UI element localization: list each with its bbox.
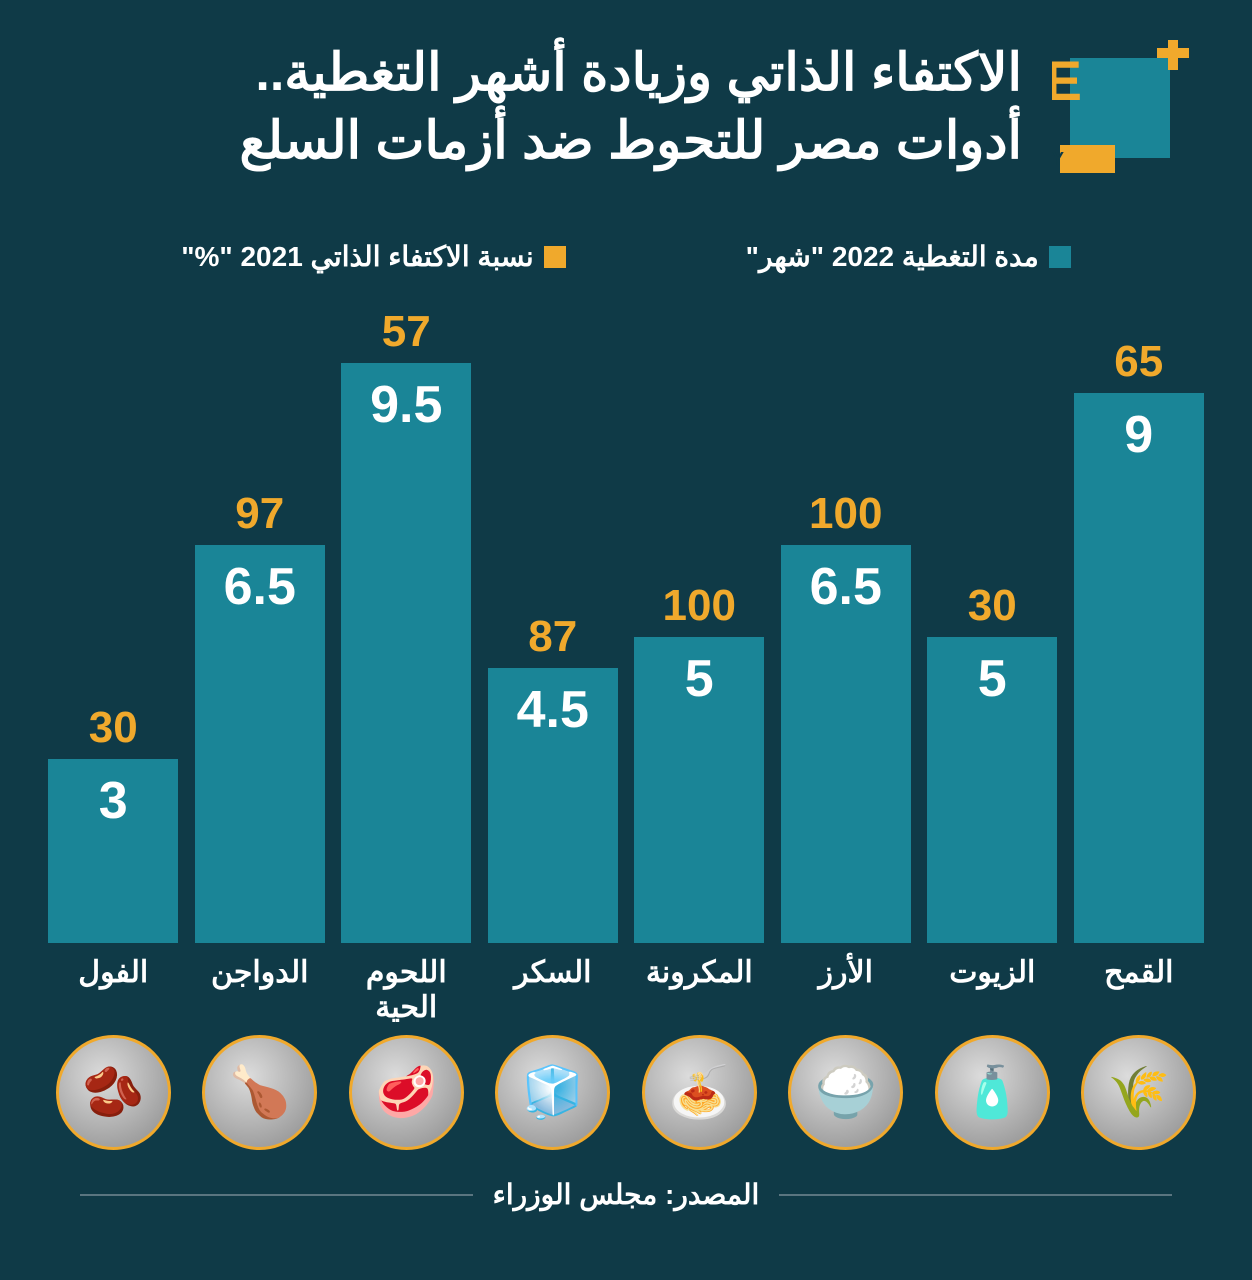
wheat-icon: 🌾	[1081, 1035, 1196, 1150]
pasta-icon: 🍝	[642, 1035, 757, 1150]
source-text: المصدر: مجلس الوزراء	[493, 1178, 760, 1211]
coverage-value: 4.5	[517, 680, 589, 943]
title-line-2: أدوات مصر للتحوط ضد أزمات السلع	[50, 108, 1022, 176]
legend-coverage-label: مدة التغطية 2022 "شهر"	[746, 240, 1039, 273]
sufficiency-value: 65	[1114, 337, 1163, 387]
coverage-value: 5	[685, 649, 714, 943]
category-label: اللحوم الحية	[341, 955, 471, 1025]
bar: 6.5	[195, 545, 325, 943]
category-label: الزيوت	[927, 955, 1057, 1025]
legend-sufficiency: نسبة الاكتفاء الذاتي 2021 "%"	[181, 240, 565, 273]
icons-row: 🌾 🧴 🍚 🍝 🧊 🥩 🍗 🫘	[0, 1025, 1252, 1150]
sufficiency-value: 87	[528, 612, 577, 662]
svg-text:ECONOMY: ECONOMY	[1052, 149, 1064, 169]
header: E ECONOMY الاكتفاء الذاتي وزيادة أشهر ال…	[0, 0, 1252, 210]
divider-right	[80, 1194, 473, 1196]
bar: 5	[927, 637, 1057, 943]
legend-sufficiency-label: نسبة الاكتفاء الذاتي 2021 "%"	[181, 240, 533, 273]
chart-column: 1006.5	[781, 489, 911, 943]
sufficiency-value: 97	[235, 489, 284, 539]
source-row: المصدر: مجلس الوزراء	[0, 1150, 1252, 1211]
category-label: القمح	[1074, 955, 1204, 1025]
title: الاكتفاء الذاتي وزيادة أشهر التغطية.. أد…	[50, 40, 1022, 175]
logo: E ECONOMY	[1052, 40, 1202, 190]
coverage-value: 9.5	[370, 375, 442, 943]
bar: 9.5	[341, 363, 471, 943]
coverage-value: 5	[978, 649, 1007, 943]
bar: 5	[634, 637, 764, 943]
category-label: الفول	[48, 955, 178, 1025]
category-label: الدواجن	[195, 955, 325, 1025]
coverage-value: 3	[99, 771, 128, 943]
bar: 9	[1074, 393, 1204, 943]
chart-column: 976.5	[195, 489, 325, 943]
sufficiency-value: 100	[809, 489, 882, 539]
chart-column: 874.5	[488, 612, 618, 943]
legend: مدة التغطية 2022 "شهر" نسبة الاكتفاء الذ…	[0, 210, 1252, 283]
swatch-sufficiency	[544, 246, 566, 268]
sufficiency-value: 30	[968, 581, 1017, 631]
title-line-1: الاكتفاء الذاتي وزيادة أشهر التغطية..	[50, 40, 1022, 108]
chart-column: 1005	[634, 581, 764, 943]
bar: 6.5	[781, 545, 911, 943]
legend-coverage: مدة التغطية 2022 "شهر"	[746, 240, 1071, 273]
sufficiency-value: 100	[663, 581, 736, 631]
svg-text:E: E	[1052, 49, 1082, 112]
x-axis-labels: القمحالزيوتالأرزالمكرونةالسكراللحوم الحي…	[0, 943, 1252, 1025]
meat-icon: 🥩	[349, 1035, 464, 1150]
coverage-value: 6.5	[810, 557, 882, 943]
sufficiency-value: 30	[89, 703, 138, 753]
poultry-icon: 🍗	[202, 1035, 317, 1150]
beans-icon: 🫘	[56, 1035, 171, 1150]
oil-icon: 🧴	[935, 1035, 1050, 1150]
category-label: السكر	[488, 955, 618, 1025]
sugar-icon: 🧊	[495, 1035, 610, 1150]
swatch-coverage	[1049, 246, 1071, 268]
divider-left	[779, 1194, 1172, 1196]
bar-chart: 6593051006.51005874.5579.5976.5303	[0, 283, 1252, 943]
category-label: الأرز	[781, 955, 911, 1025]
chart-column: 305	[927, 581, 1057, 943]
sufficiency-value: 57	[382, 307, 431, 357]
rice-icon: 🍚	[788, 1035, 903, 1150]
category-label: المكرونة	[634, 955, 764, 1025]
chart-column: 303	[48, 703, 178, 943]
coverage-value: 6.5	[224, 557, 296, 943]
bar: 4.5	[488, 668, 618, 943]
chart-column: 579.5	[341, 307, 471, 943]
chart-column: 659	[1074, 337, 1204, 943]
bar: 3	[48, 759, 178, 943]
coverage-value: 9	[1124, 405, 1153, 943]
